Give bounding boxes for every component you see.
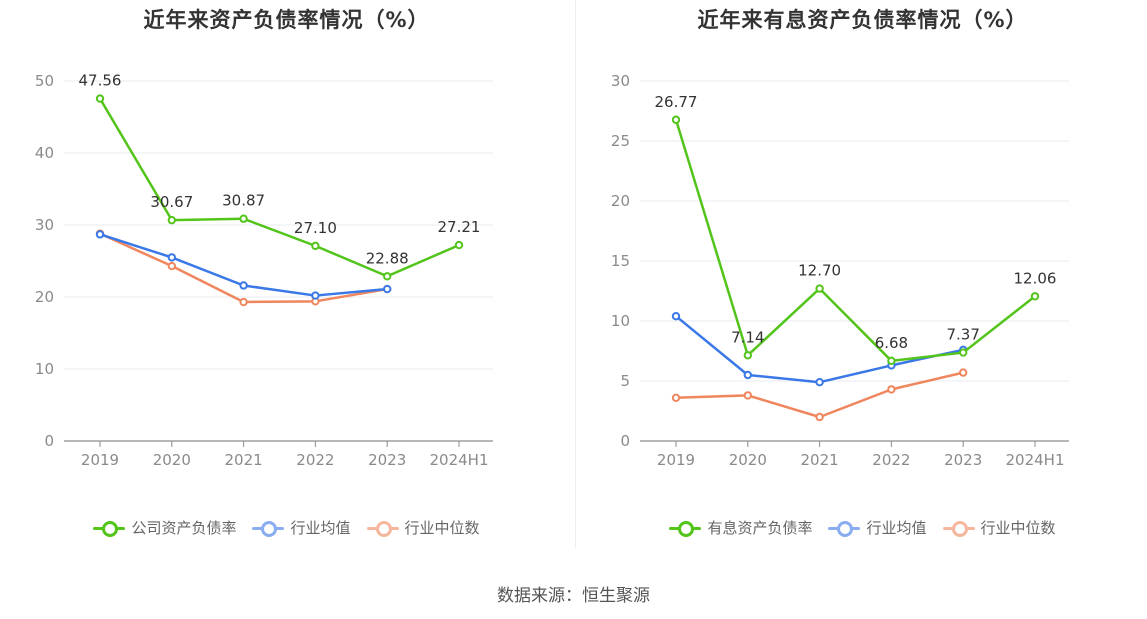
x-tick-label: 2024H1: [1006, 451, 1065, 469]
chart-legend: 公司资产负债率 行业均值 行业中位数: [0, 517, 573, 538]
y-tick-label: 30: [611, 72, 630, 90]
data-point[interactable]: [383, 272, 392, 281]
legend-label: 行业均值: [290, 519, 351, 537]
y-tick-label: 20: [35, 288, 54, 306]
chart-title: 近年来有息资产负债率情况（%）: [697, 8, 1028, 32]
y-tick-label: 0: [44, 432, 54, 450]
x-tick-label: 2022: [872, 451, 910, 469]
data-label: 12.06: [1014, 269, 1057, 287]
y-tick-label: 0: [620, 432, 630, 450]
data-point[interactable]: [959, 348, 968, 357]
series-line: [674, 119, 1036, 363]
data-point[interactable]: [671, 115, 681, 124]
x-tick-label: 2023: [368, 451, 406, 469]
legend-item-industry-mean[interactable]: 行业均值: [252, 517, 351, 538]
x-tick-label: 2019: [81, 451, 119, 469]
data-point[interactable]: [743, 391, 753, 400]
data-point[interactable]: [815, 378, 824, 387]
y-tick-label: 25: [611, 132, 630, 150]
data-label: 7.14: [731, 328, 764, 346]
data-point[interactable]: [239, 214, 248, 223]
data-label: 6.68: [875, 334, 908, 352]
data-point[interactable]: [1030, 292, 1040, 301]
legend-item-company[interactable]: 公司资产负债率: [93, 517, 236, 538]
chart-panel-interest-debt-ratio: 近年来有息资产负债率情况（%） 0 5 10 15 20 25 30 2019 2020 2021…: [576, 0, 1147, 560]
legend-item-industry-median[interactable]: 行业中位数: [366, 517, 480, 538]
x-tick-label: 2024H1: [430, 451, 489, 469]
data-point[interactable]: [887, 385, 896, 394]
y-tick-label: 40: [35, 144, 54, 162]
x-tick-label: 2021: [225, 451, 263, 469]
legend-marker-icon: [93, 520, 126, 537]
panel-divider: [575, 0, 576, 548]
data-point[interactable]: [959, 368, 968, 377]
legend-marker-icon: [252, 520, 285, 537]
legend-item-company[interactable]: 有息资产负债率: [669, 517, 812, 538]
data-point[interactable]: [167, 261, 177, 271]
data-point[interactable]: [311, 241, 320, 251]
data-point[interactable]: [311, 291, 320, 300]
legend-label: 有息资产负债率: [707, 519, 813, 537]
legend-label: 公司资产负债率: [131, 519, 237, 537]
data-source-note: 数据来源：恒生聚源: [497, 586, 650, 606]
data-point[interactable]: [815, 284, 824, 293]
chart-panel-debt-ratio: 近年来资产负债率情况（%） 0 10 20 30 40 50 2019 2020 2021 202…: [0, 0, 573, 560]
data-point[interactable]: [887, 356, 896, 366]
data-label: 26.77: [655, 93, 698, 111]
legend-label: 行业中位数: [404, 519, 480, 537]
data-point[interactable]: [383, 284, 392, 294]
data-point[interactable]: [743, 351, 753, 360]
data-point[interactable]: [167, 215, 177, 225]
data-label: 27.10: [294, 219, 337, 237]
x-tick-label: 2020: [729, 451, 767, 469]
data-label: 12.70: [798, 262, 841, 280]
chart-title: 近年来资产负债率情况（%）: [143, 8, 430, 32]
line-chart-debt-ratio: 0 10 20 30 40 50 2019 2020 2021 2022 2023 2024H1 47.…: [35, 72, 493, 469]
y-tick-label: 5: [620, 372, 630, 390]
data-point[interactable]: [239, 281, 248, 290]
legend-item-industry-mean[interactable]: 行业均值: [828, 517, 927, 538]
data-point[interactable]: [95, 94, 105, 103]
data-label: 30.67: [150, 193, 193, 211]
data-point[interactable]: [167, 253, 177, 262]
data-point[interactable]: [743, 370, 753, 380]
y-tick-label: 30: [35, 216, 54, 234]
series-line: [675, 315, 964, 384]
data-point[interactable]: [671, 393, 681, 402]
x-tick-label: 2022: [296, 451, 334, 469]
y-tick-label: 20: [611, 192, 630, 210]
x-tick-label: 2019: [657, 451, 695, 469]
data-label: 22.88: [366, 249, 409, 267]
x-tick-label: 2023: [944, 451, 982, 469]
data-point[interactable]: [95, 230, 105, 239]
legend-marker-icon: [366, 520, 399, 537]
chart-legend: 有息资产负债率 行业均值 行业中位数: [576, 517, 1147, 538]
legend-label: 行业均值: [866, 519, 927, 537]
data-label: 27.21: [438, 218, 481, 236]
data-label: 30.87: [222, 192, 265, 210]
legend-label: 行业中位数: [980, 519, 1056, 537]
y-tick-label: 15: [611, 252, 630, 270]
y-tick-label: 10: [35, 360, 54, 378]
data-point[interactable]: [454, 240, 464, 250]
series-line: [98, 97, 460, 278]
data-point[interactable]: [671, 312, 681, 321]
x-tick-label: 2020: [153, 451, 191, 469]
legend-item-industry-median[interactable]: 行业中位数: [942, 517, 1056, 538]
data-point[interactable]: [239, 297, 248, 307]
data-label: 7.37: [946, 326, 979, 344]
y-tick-label: 50: [35, 72, 54, 90]
data-point[interactable]: [815, 412, 824, 422]
y-tick-label: 10: [611, 312, 630, 330]
legend-marker-icon: [828, 520, 861, 537]
data-label: 47.56: [79, 72, 122, 90]
line-chart-interest-debt-ratio: 0 5 10 15 20 25 30 2019 2020 2021 2022 2023 2024H1 26…: [611, 72, 1069, 469]
x-tick-label: 2021: [801, 451, 839, 469]
legend-marker-icon: [669, 520, 702, 537]
legend-marker-icon: [942, 520, 975, 537]
